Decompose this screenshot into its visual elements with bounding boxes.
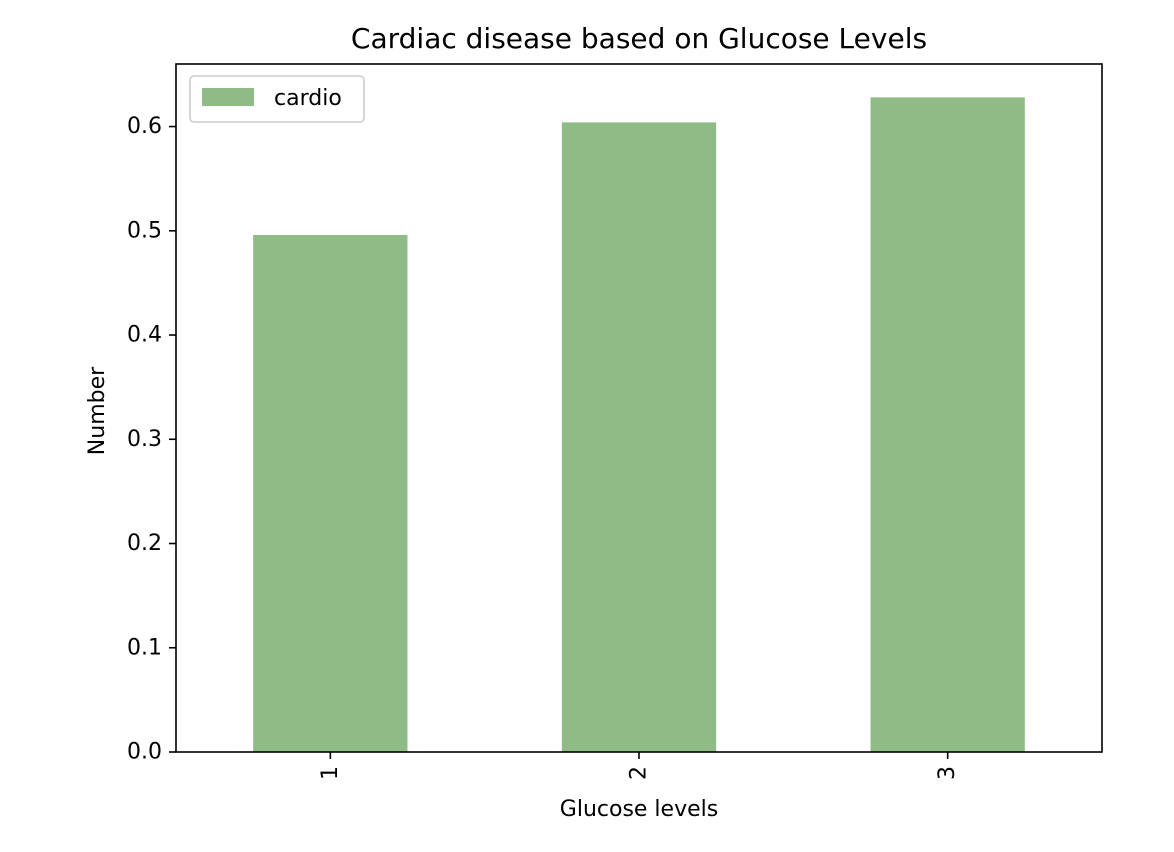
bar-3 xyxy=(870,97,1025,753)
y-tick-label-0.2: 0.2 xyxy=(127,531,162,556)
x-axis-label: Glucose levels xyxy=(560,797,718,822)
y-tick-label-0.4: 0.4 xyxy=(127,323,162,348)
y-axis: 0.0 0.1 0.2 0.3 0.4 0.5 0.6 xyxy=(127,114,176,765)
legend-box xyxy=(189,75,365,123)
x-tick-label-3: 3 xyxy=(935,766,960,780)
bar-2 xyxy=(561,122,717,753)
y-tick-label-0.5: 0.5 xyxy=(127,218,162,243)
y-axis-label: Number xyxy=(85,366,110,455)
plot-frame xyxy=(175,63,1103,753)
legend-swatch xyxy=(202,88,254,106)
bars-group xyxy=(253,97,1025,753)
y-tick-label-0.0: 0.0 xyxy=(127,740,162,765)
legend-label: cardio xyxy=(274,86,342,111)
x-axis: 1 2 3 xyxy=(318,752,960,780)
x-tick-label-2: 2 xyxy=(627,766,652,780)
x-tick-label-1: 1 xyxy=(318,766,343,780)
chart-title: Cardiac disease based on Glucose Levels xyxy=(351,22,927,55)
bar-1 xyxy=(253,234,408,752)
legend: cardio xyxy=(189,75,365,123)
y-tick-label-0.1: 0.1 xyxy=(127,635,162,660)
y-tick-label-0.6: 0.6 xyxy=(127,114,162,139)
y-tick-label-0.3: 0.3 xyxy=(127,427,162,452)
